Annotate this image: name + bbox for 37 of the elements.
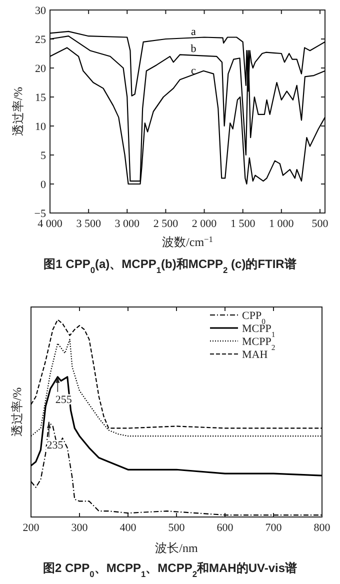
x-tick-label: 4 000: [38, 218, 63, 230]
y-tick-label: 10: [35, 121, 46, 133]
text: 图1 CPP$_{0}$(a)、MCPP$_{1}$(b)和MCPP$_{2}$ (c)的FTIR谱: [44, 257, 296, 275]
x-tick-label: 600: [216, 522, 234, 534]
x-axis-title: 波长/nm: [155, 541, 198, 555]
legend-label: CPP$_{0}$: [242, 310, 266, 326]
series-label: b: [190, 43, 197, 56]
text: 图2 CPP$_{0}$、MCPP$_{1}$、MCPP$_{2}$和MAH的UV-vis谱: [42, 561, 298, 579]
annotation: 235: [46, 439, 64, 452]
x-tick-label: 700: [265, 522, 282, 534]
x-tick-label: 500: [168, 522, 186, 534]
x-tick-label: 3 000: [114, 218, 140, 230]
x-axis-title: 波数/cm$^{−1}$: [162, 234, 213, 249]
x-tick-label: 2 500: [153, 218, 179, 230]
x-tick-label: 3 500: [76, 218, 102, 230]
series-label: a: [191, 26, 196, 38]
y-tick-label: 5: [40, 150, 46, 162]
y-axis-title: 透过率/%: [11, 86, 25, 136]
legend-label: MAH: [242, 349, 268, 361]
x-tick-label: 300: [71, 522, 88, 534]
legend-label: MCPP$_{2}$: [242, 336, 276, 352]
x-tick-label: 800: [314, 522, 331, 534]
series-label: c: [191, 64, 196, 77]
y-tick-label: 20: [35, 63, 46, 75]
y-tick-label: 15: [35, 92, 46, 104]
y-tick-label: −5: [34, 208, 46, 220]
x-tick-label: 500: [312, 218, 329, 230]
y-tick-label: 30: [35, 5, 46, 17]
x-tick-label: 400: [120, 522, 137, 534]
y-tick-label: 25: [35, 34, 46, 46]
x-tick-label: 1 000: [269, 218, 294, 230]
y-axis-title: 透过率/%: [10, 387, 24, 437]
legend-label: MCPP$_{1}$: [242, 323, 276, 338]
x-tick-label: 1 500: [230, 218, 256, 230]
y-tick-label: 0: [40, 179, 46, 191]
x-tick-label: 200: [22, 522, 40, 534]
x-tick-label: 2 000: [192, 218, 218, 230]
